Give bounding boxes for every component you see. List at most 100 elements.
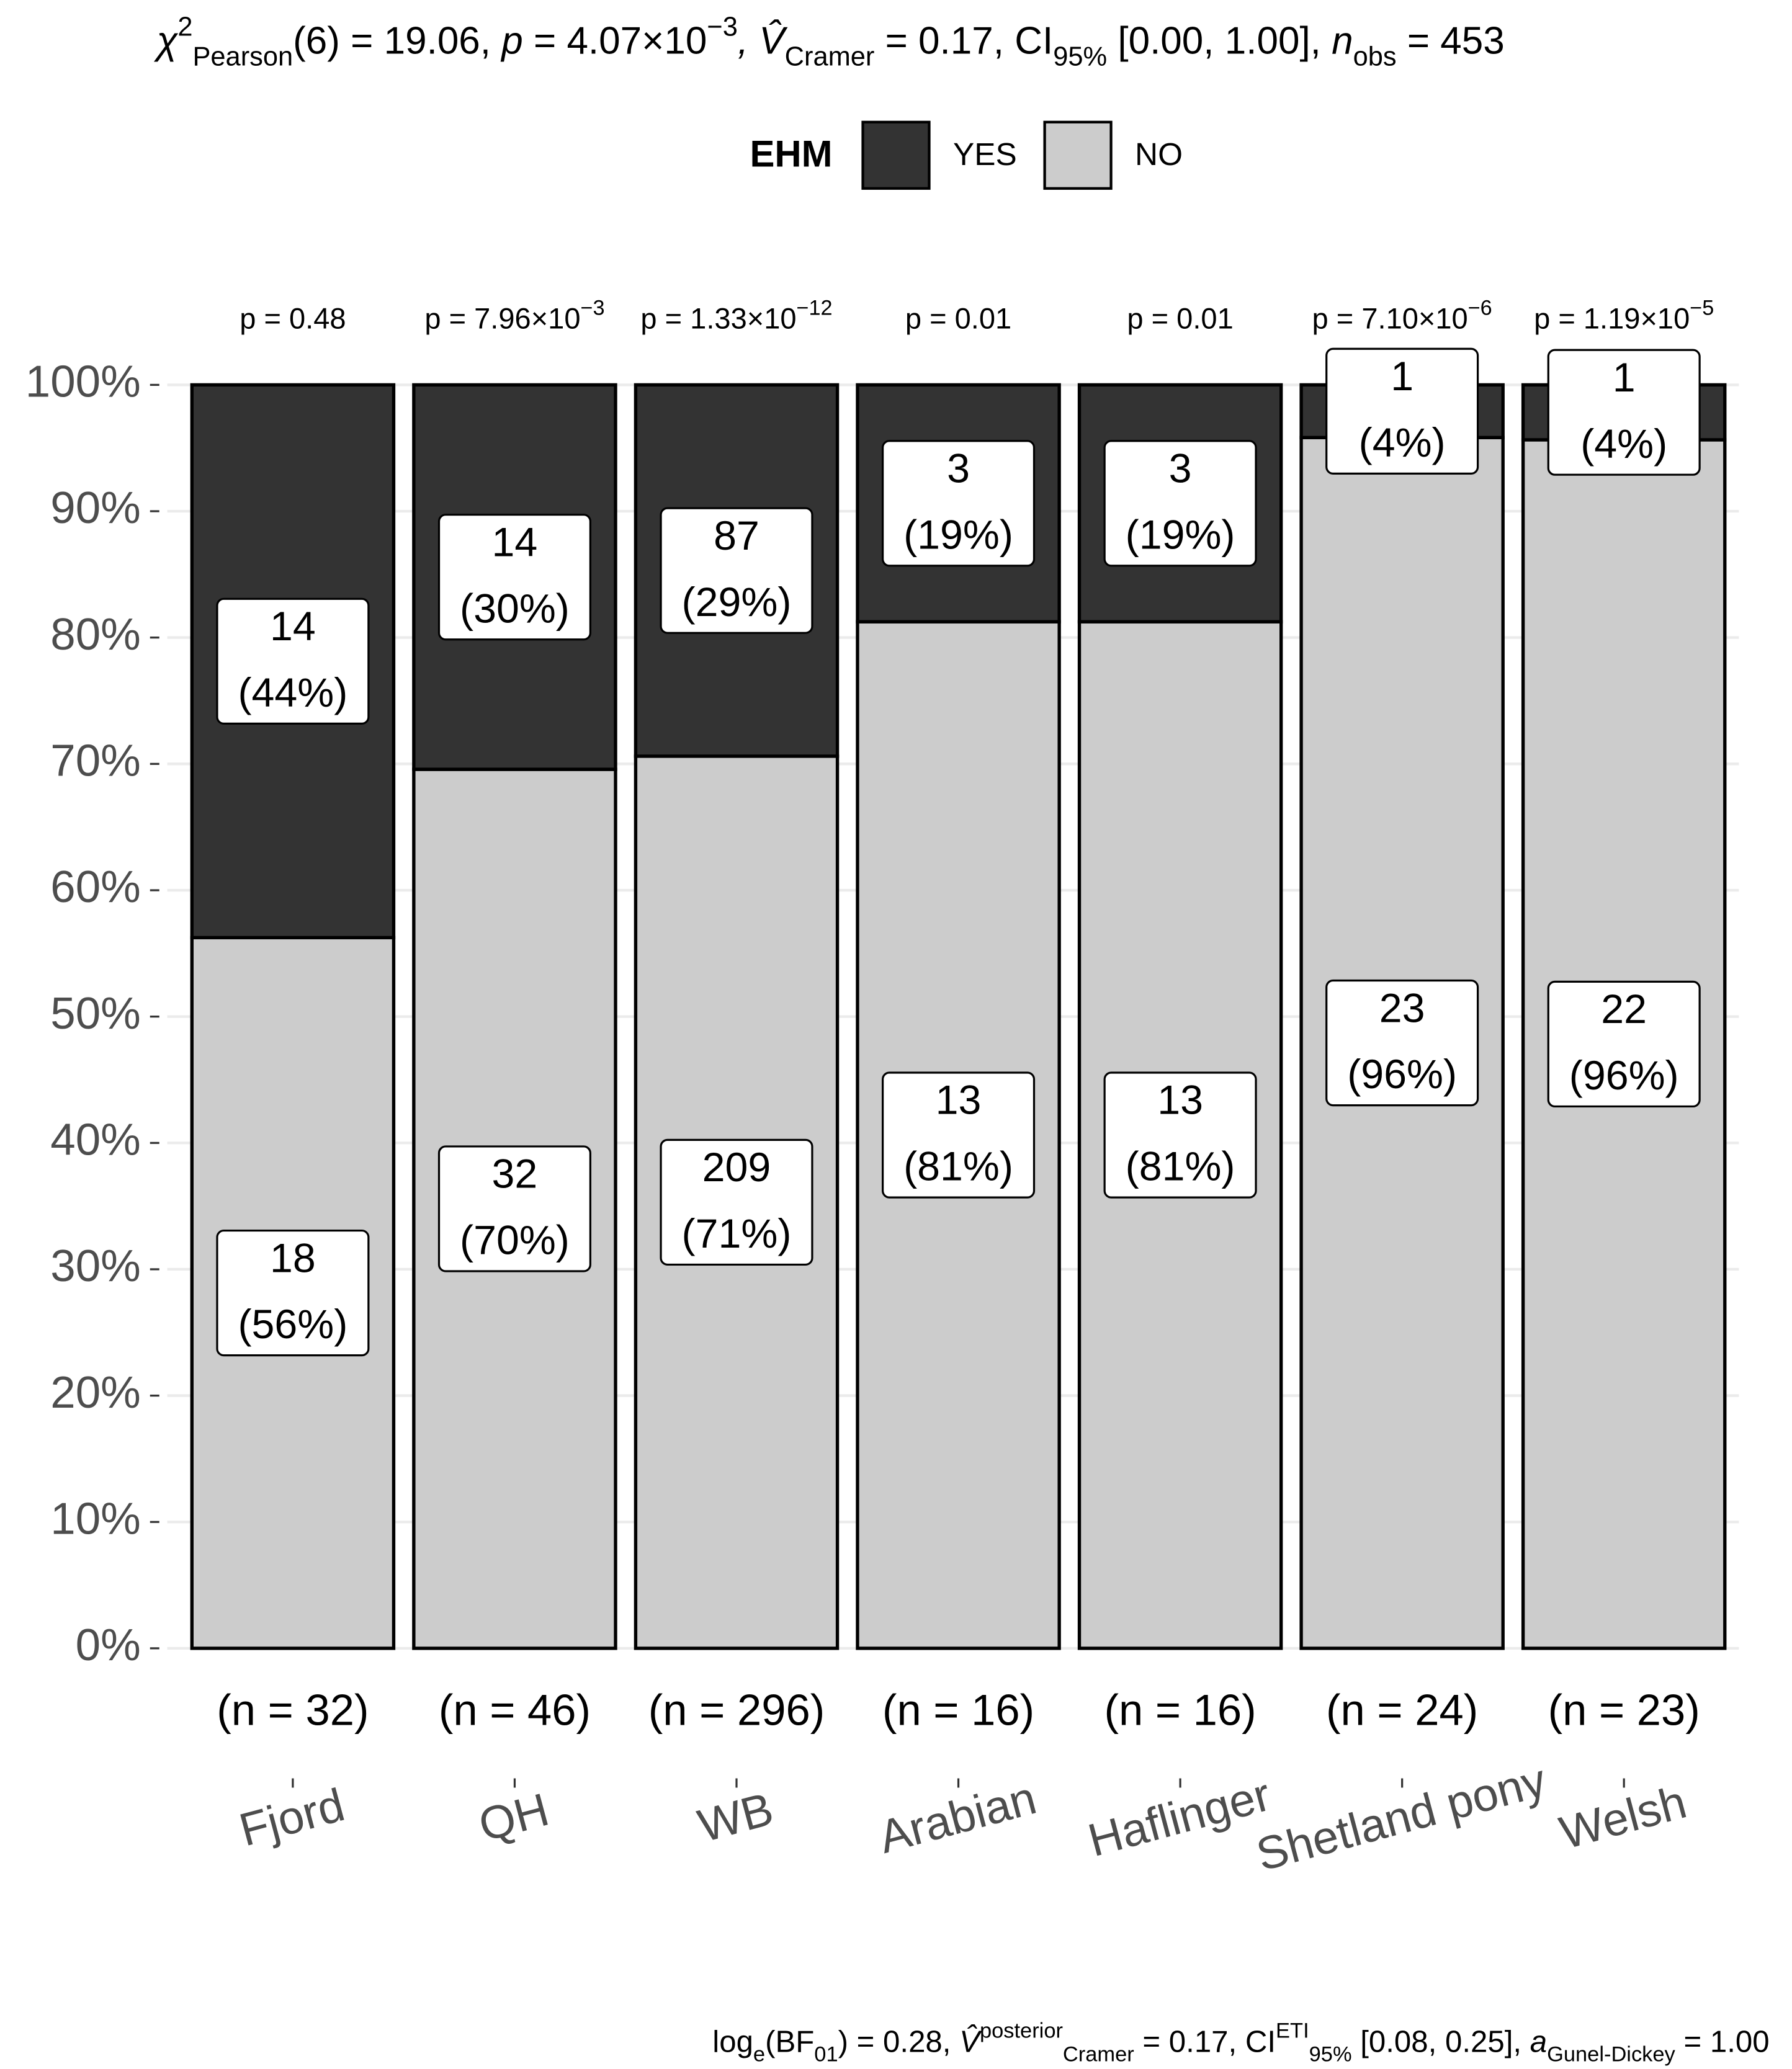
p-value-label: p = 0.01 (905, 302, 1011, 335)
caption-part: a (1530, 2024, 1547, 2058)
p-value-label: p = 7.10×10−6 (1312, 297, 1492, 335)
subtitle-part: 95% (1053, 42, 1107, 72)
p-value-base: p = 0.48 (240, 302, 346, 335)
count-label: 87 (714, 513, 759, 559)
value-label-box (1325, 347, 1479, 475)
subtitle-part: −3 (707, 12, 738, 42)
y-tick-label: 60% (50, 862, 141, 912)
value-label-box (1547, 349, 1701, 476)
subtitle-part: [0.00, 1.00], (1107, 20, 1332, 63)
caption-part: Gunel-Dickey (1547, 2042, 1675, 2066)
value-label: (29%) (682, 579, 792, 625)
caption-part: ETI (1276, 2019, 1309, 2042)
y-tick-label: 50% (50, 988, 141, 1039)
y-tick-label: 80% (50, 609, 141, 659)
subtitle-part: = 0.17, CI (874, 20, 1053, 63)
p-value-base: p = 0.01 (905, 302, 1011, 335)
value-label: (44%) (238, 670, 347, 716)
y-tick-label: 100% (25, 357, 141, 407)
subtitle-part: Cramer (785, 42, 875, 72)
value-label-box (216, 597, 370, 725)
p-value-exp: −3 (581, 297, 605, 320)
legend-label: NO (1135, 136, 1183, 172)
y-tick-label: 10% (50, 1493, 141, 1544)
p-value-exp: −6 (1468, 297, 1492, 320)
x-tick-label: QH (473, 1783, 554, 1851)
x-tick-label: Haflinger (1083, 1768, 1276, 1867)
value-label-box (1103, 440, 1257, 567)
subtitle-part: obs (1353, 42, 1397, 72)
p-value-label: p = 7.96×10−3 (424, 297, 604, 335)
y-tick-label: 90% (50, 483, 141, 533)
n-label: (n = 296) (648, 1685, 825, 1734)
count-label: 32 (492, 1151, 538, 1197)
caption-part: e (753, 2042, 765, 2066)
value-label-box (1103, 1071, 1257, 1199)
count-label: 22 (1601, 986, 1647, 1032)
n-label: (n = 32) (217, 1685, 369, 1734)
p-value-base: p = 1.33×10 (640, 302, 796, 335)
value-label: (96%) (1569, 1053, 1679, 1099)
y-tick-label: 30% (50, 1241, 141, 1291)
count-label: 1 (1613, 355, 1636, 401)
value-label-box (882, 440, 1036, 567)
value-label: (56%) (238, 1302, 347, 1347)
subtitle-part: χ (153, 20, 178, 63)
caption-part: 01 (814, 2042, 838, 2066)
value-label-box (660, 507, 813, 634)
caption-part: V̂ (959, 2024, 982, 2058)
caption: loge(BF01) = 0.28, V̂posteriorCramer = 0… (712, 2019, 1769, 2066)
caption-part: 95% (1309, 2042, 1352, 2066)
p-value-label: p = 0.48 (240, 302, 346, 335)
p-value-base: p = 1.19×10 (1534, 302, 1690, 335)
count-label: 3 (947, 445, 970, 491)
legend-title: EHM (750, 133, 832, 174)
value-label: (81%) (1126, 1144, 1235, 1190)
x-tick-label: Welsh (1554, 1776, 1691, 1859)
count-label: 23 (1379, 985, 1425, 1031)
n-label: (n = 24) (1326, 1685, 1478, 1734)
count-label: 1 (1391, 354, 1413, 400)
x-tick-label: WB (692, 1782, 778, 1852)
value-label-box (882, 1071, 1036, 1199)
n-label: (n = 16) (882, 1685, 1034, 1734)
count-label: 14 (270, 604, 316, 650)
caption-part: (BF (765, 2024, 814, 2058)
value-label-box (1547, 980, 1701, 1108)
count-label: 13 (1157, 1078, 1203, 1124)
n-label: (n = 23) (1548, 1685, 1700, 1734)
x-tick-label: Arabian (873, 1771, 1041, 1863)
value-label: (19%) (903, 512, 1013, 558)
subtitle-part: 2 (177, 12, 192, 42)
p-value-label: p = 1.19×10−5 (1534, 297, 1714, 335)
p-value-exp: −12 (797, 297, 833, 320)
subtitle-part: n (1332, 20, 1353, 63)
caption-part: = 1.00 (1675, 2024, 1770, 2058)
value-label: (4%) (1359, 420, 1446, 466)
subtitle-part: = 4.07×10 (523, 20, 707, 63)
count-label: 14 (492, 519, 538, 565)
legend-swatch (1043, 120, 1113, 190)
subtitle-part: = 453 (1397, 20, 1505, 63)
value-label: (70%) (460, 1218, 570, 1264)
value-label-box (437, 514, 591, 641)
subtitle-part: , V̂ (738, 19, 788, 63)
value-label-box (1325, 979, 1479, 1107)
subtitle-part: p (500, 20, 523, 63)
p-value-exp: −5 (1690, 297, 1714, 320)
x-tick-label: Shetland pony (1251, 1753, 1552, 1880)
value-label: (30%) (460, 586, 570, 632)
value-label: (81%) (903, 1144, 1013, 1190)
count-label: 3 (1169, 445, 1192, 491)
count-label: 18 (270, 1235, 316, 1281)
subtitle-part: (6) = 19.06, (293, 20, 501, 63)
p-value-base: p = 7.96×10 (424, 302, 580, 335)
caption-part: = 0.17, CI (1134, 2024, 1276, 2058)
p-value-label: p = 1.33×10−12 (640, 297, 832, 335)
legend-swatch (861, 120, 931, 190)
legend-label: YES (953, 136, 1017, 172)
y-tick-label: 0% (76, 1620, 141, 1670)
count-label: 13 (936, 1078, 982, 1124)
subtitle-part: Pearson (192, 42, 293, 72)
